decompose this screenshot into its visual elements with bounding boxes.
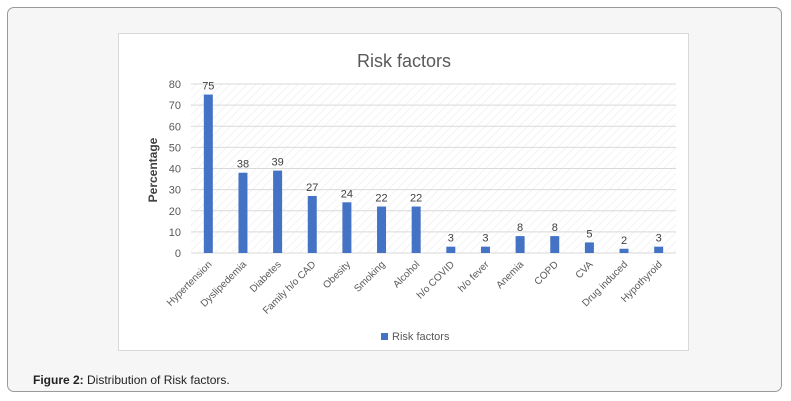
bar — [480, 246, 490, 253]
data-label: 3 — [482, 233, 488, 245]
y-tick-label: 10 — [169, 227, 181, 239]
x-tick-label: Obesity — [321, 259, 353, 291]
bars — [203, 94, 664, 253]
x-tick-label: CVA — [574, 259, 596, 281]
data-label: 22 — [375, 193, 387, 205]
bar — [619, 248, 629, 253]
data-label: 8 — [552, 222, 558, 234]
y-tick-label: 60 — [169, 121, 181, 133]
bar — [654, 246, 664, 253]
legend: Risk factors — [381, 331, 450, 343]
legend-label: Risk factors — [392, 331, 450, 343]
data-label: 8 — [517, 222, 523, 234]
bar — [342, 202, 352, 253]
figure-frame: Risk factors Percentage 0 10 20 30 40 50 60 70 8… — [7, 7, 782, 392]
data-label: 27 — [306, 182, 318, 194]
bar — [203, 94, 213, 253]
y-tick-label: 80 — [169, 79, 181, 91]
bar — [273, 170, 283, 253]
gridlines — [191, 83, 676, 254]
data-label: 38 — [237, 159, 249, 171]
x-tick-label: Smoking — [352, 259, 387, 294]
data-label: 3 — [448, 233, 454, 245]
bar — [377, 206, 387, 253]
bar — [550, 236, 560, 253]
data-label: 2 — [621, 235, 627, 247]
data-label: 24 — [341, 188, 353, 200]
y-tick-label: 40 — [169, 164, 181, 176]
y-tick-label: 50 — [169, 142, 181, 154]
y-tick-label: 70 — [169, 100, 181, 112]
y-axis-ticks: 0 10 20 30 40 50 60 70 80 — [169, 79, 181, 260]
bar — [307, 195, 317, 253]
data-label: 75 — [202, 81, 214, 93]
y-tick-label: 30 — [169, 185, 181, 197]
x-tick-label: Alcohol — [391, 259, 422, 290]
x-tick-label: COPD — [533, 259, 561, 287]
bar — [515, 236, 525, 253]
y-tick-label: 20 — [169, 206, 181, 218]
data-label: 22 — [410, 193, 422, 205]
bar — [446, 246, 456, 253]
x-tick-label: Diabetes — [248, 259, 284, 295]
x-tick-label: h/o COVID — [415, 259, 457, 301]
bar — [238, 172, 248, 253]
bar-chart: Risk factors Percentage 0 10 20 30 40 50 60 70 8… — [146, 51, 676, 343]
bar — [411, 206, 421, 253]
chart-area: Risk factors Percentage 0 10 20 30 40 50 60 70 8… — [118, 33, 689, 351]
caption-label: Figure 2: — [33, 373, 84, 387]
y-axis-label: Percentage — [146, 137, 160, 202]
data-label: 5 — [586, 228, 592, 240]
y-tick-label: 0 — [175, 248, 181, 260]
figure-caption: Figure 2: Distribution of Risk factors. — [33, 373, 230, 387]
x-tick-label: Anemia — [494, 259, 526, 291]
bar — [584, 242, 594, 253]
data-label: 39 — [271, 157, 283, 169]
caption-text: Distribution of Risk factors. — [87, 373, 230, 387]
chart-title: Risk factors — [357, 51, 451, 71]
legend-swatch — [381, 333, 388, 340]
x-tick-label: h/o fever — [456, 259, 492, 295]
data-label: 3 — [656, 233, 662, 245]
